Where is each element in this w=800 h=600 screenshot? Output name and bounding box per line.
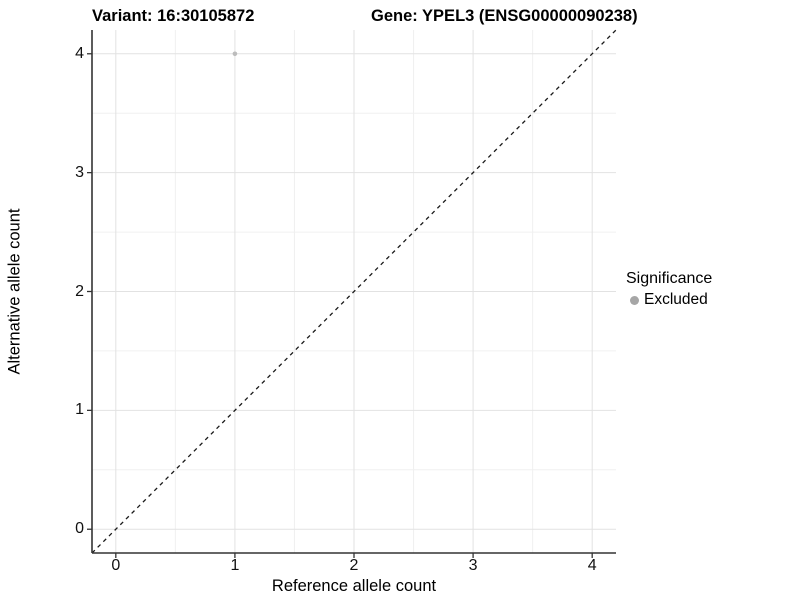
- legend-item-excluded: Excluded: [626, 291, 712, 309]
- y-tick-label: 0: [75, 520, 84, 538]
- x-tick-label: 3: [468, 557, 478, 574]
- x-tick-label: 2: [349, 557, 359, 574]
- y-tick-label: 1: [75, 401, 84, 419]
- y-tick-label: 4: [75, 44, 84, 62]
- x-tick-label: 4: [587, 557, 597, 574]
- plot-title-variant: Variant: 16:30105872: [92, 7, 255, 25]
- legend-point-swatch-icon: [630, 295, 639, 305]
- plot-title: Variant: 16:30105872 Gene: YPEL3 (ENSG00…: [0, 7, 800, 29]
- y-tick-label: 3: [75, 163, 84, 181]
- x-tick-label: 1: [230, 557, 240, 574]
- legend-title: Significance: [626, 270, 713, 287]
- y-axis-title: Alternative allele count: [5, 208, 24, 375]
- identity-line: [91, 29, 617, 554]
- legend: Significance Excluded: [626, 270, 712, 309]
- legend-item-label: Excluded: [644, 291, 708, 308]
- y-tick-label: 2: [75, 282, 84, 300]
- data-point: [232, 51, 238, 57]
- plot-title-gene: Gene: YPEL3 (ENSG00000090238): [371, 7, 638, 25]
- x-axis-title: Reference allele count: [271, 577, 437, 595]
- x-tick-label: 0: [111, 557, 121, 574]
